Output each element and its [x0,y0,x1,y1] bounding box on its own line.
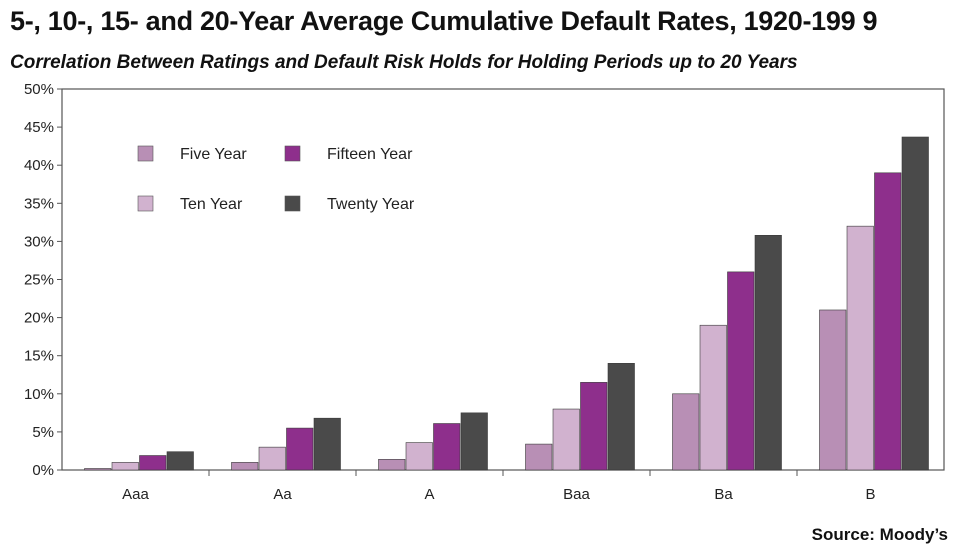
bar-ten-year-b [846,225,874,471]
chart-legend: Five Year Fifteen Year Ten Year Twenty Year [137,145,415,213]
y-tick-label: 20% [24,310,54,327]
bar-fifteen-year-a [433,423,461,471]
y-tick-label: 10% [24,386,54,403]
bar-fifteen-year-ba [727,271,755,471]
bar-fifteen-year-aa [286,427,314,471]
legend-swatch [137,195,154,212]
bar-twenty-year-b [901,136,929,471]
chart-axes: 0% 5% 10% 15% 20% 25% 30% 35% 40% 45% 50% Aaa Aa A Baa… [24,81,945,503]
bar-twenty-year-a [460,412,488,471]
legend-label: Fifteen Year [327,146,413,163]
bar-fifteen-year-aaa [139,455,167,471]
source-note: Source: Moody’s [811,525,948,544]
y-tick-label: 0% [32,462,54,479]
chart-title: 5-, 10-, 15- and 20-Year Average Cumulat… [10,6,878,36]
x-tick-label: Aa [273,486,292,503]
bar-twenty-year-aa [313,417,341,471]
y-tick-label: 25% [24,272,54,289]
y-tick-label: 45% [24,119,54,136]
x-tick-label: Aaa [122,486,149,503]
bar-five-year-a [378,459,406,471]
y-tick-label: 35% [24,195,54,212]
bar-twenty-year-aaa [166,451,194,471]
bar-twenty-year-baa [607,363,635,471]
bar-ten-year-ba [699,324,727,471]
bar-five-year-aaa [84,468,112,471]
bar-five-year-aa [231,462,259,471]
bar-five-year-ba [672,393,700,471]
bar-twenty-year-ba [754,235,782,471]
y-tick-label: 50% [24,81,54,98]
bar-ten-year-a [405,442,433,471]
bar-ten-year-aaa [111,462,139,471]
x-tick-label: A [424,486,434,503]
bar-ten-year-baa [552,408,580,471]
x-tick-label: Baa [563,486,590,503]
x-tick-label: Ba [714,486,733,503]
bar-ten-year-aa [258,446,286,471]
x-tick-label: B [865,486,875,503]
y-tick-label: 40% [24,157,54,174]
y-tick-label: 30% [24,233,54,250]
legend-label: Five Year [180,146,247,163]
y-tick-label: 5% [32,424,54,441]
chart-subtitle: Correlation Between Ratings and Default … [10,52,798,73]
legend-swatch [284,195,301,212]
bar-fifteen-year-baa [580,382,608,471]
legend-label: Twenty Year [327,196,415,213]
legend-swatch [284,145,301,162]
bar-five-year-b [819,309,847,471]
bar-fifteen-year-b [874,172,902,471]
chart-bars [84,136,929,471]
bar-five-year-baa [525,443,553,471]
legend-swatch [137,145,154,162]
legend-label: Ten Year [180,196,243,213]
y-tick-label: 15% [24,348,54,365]
